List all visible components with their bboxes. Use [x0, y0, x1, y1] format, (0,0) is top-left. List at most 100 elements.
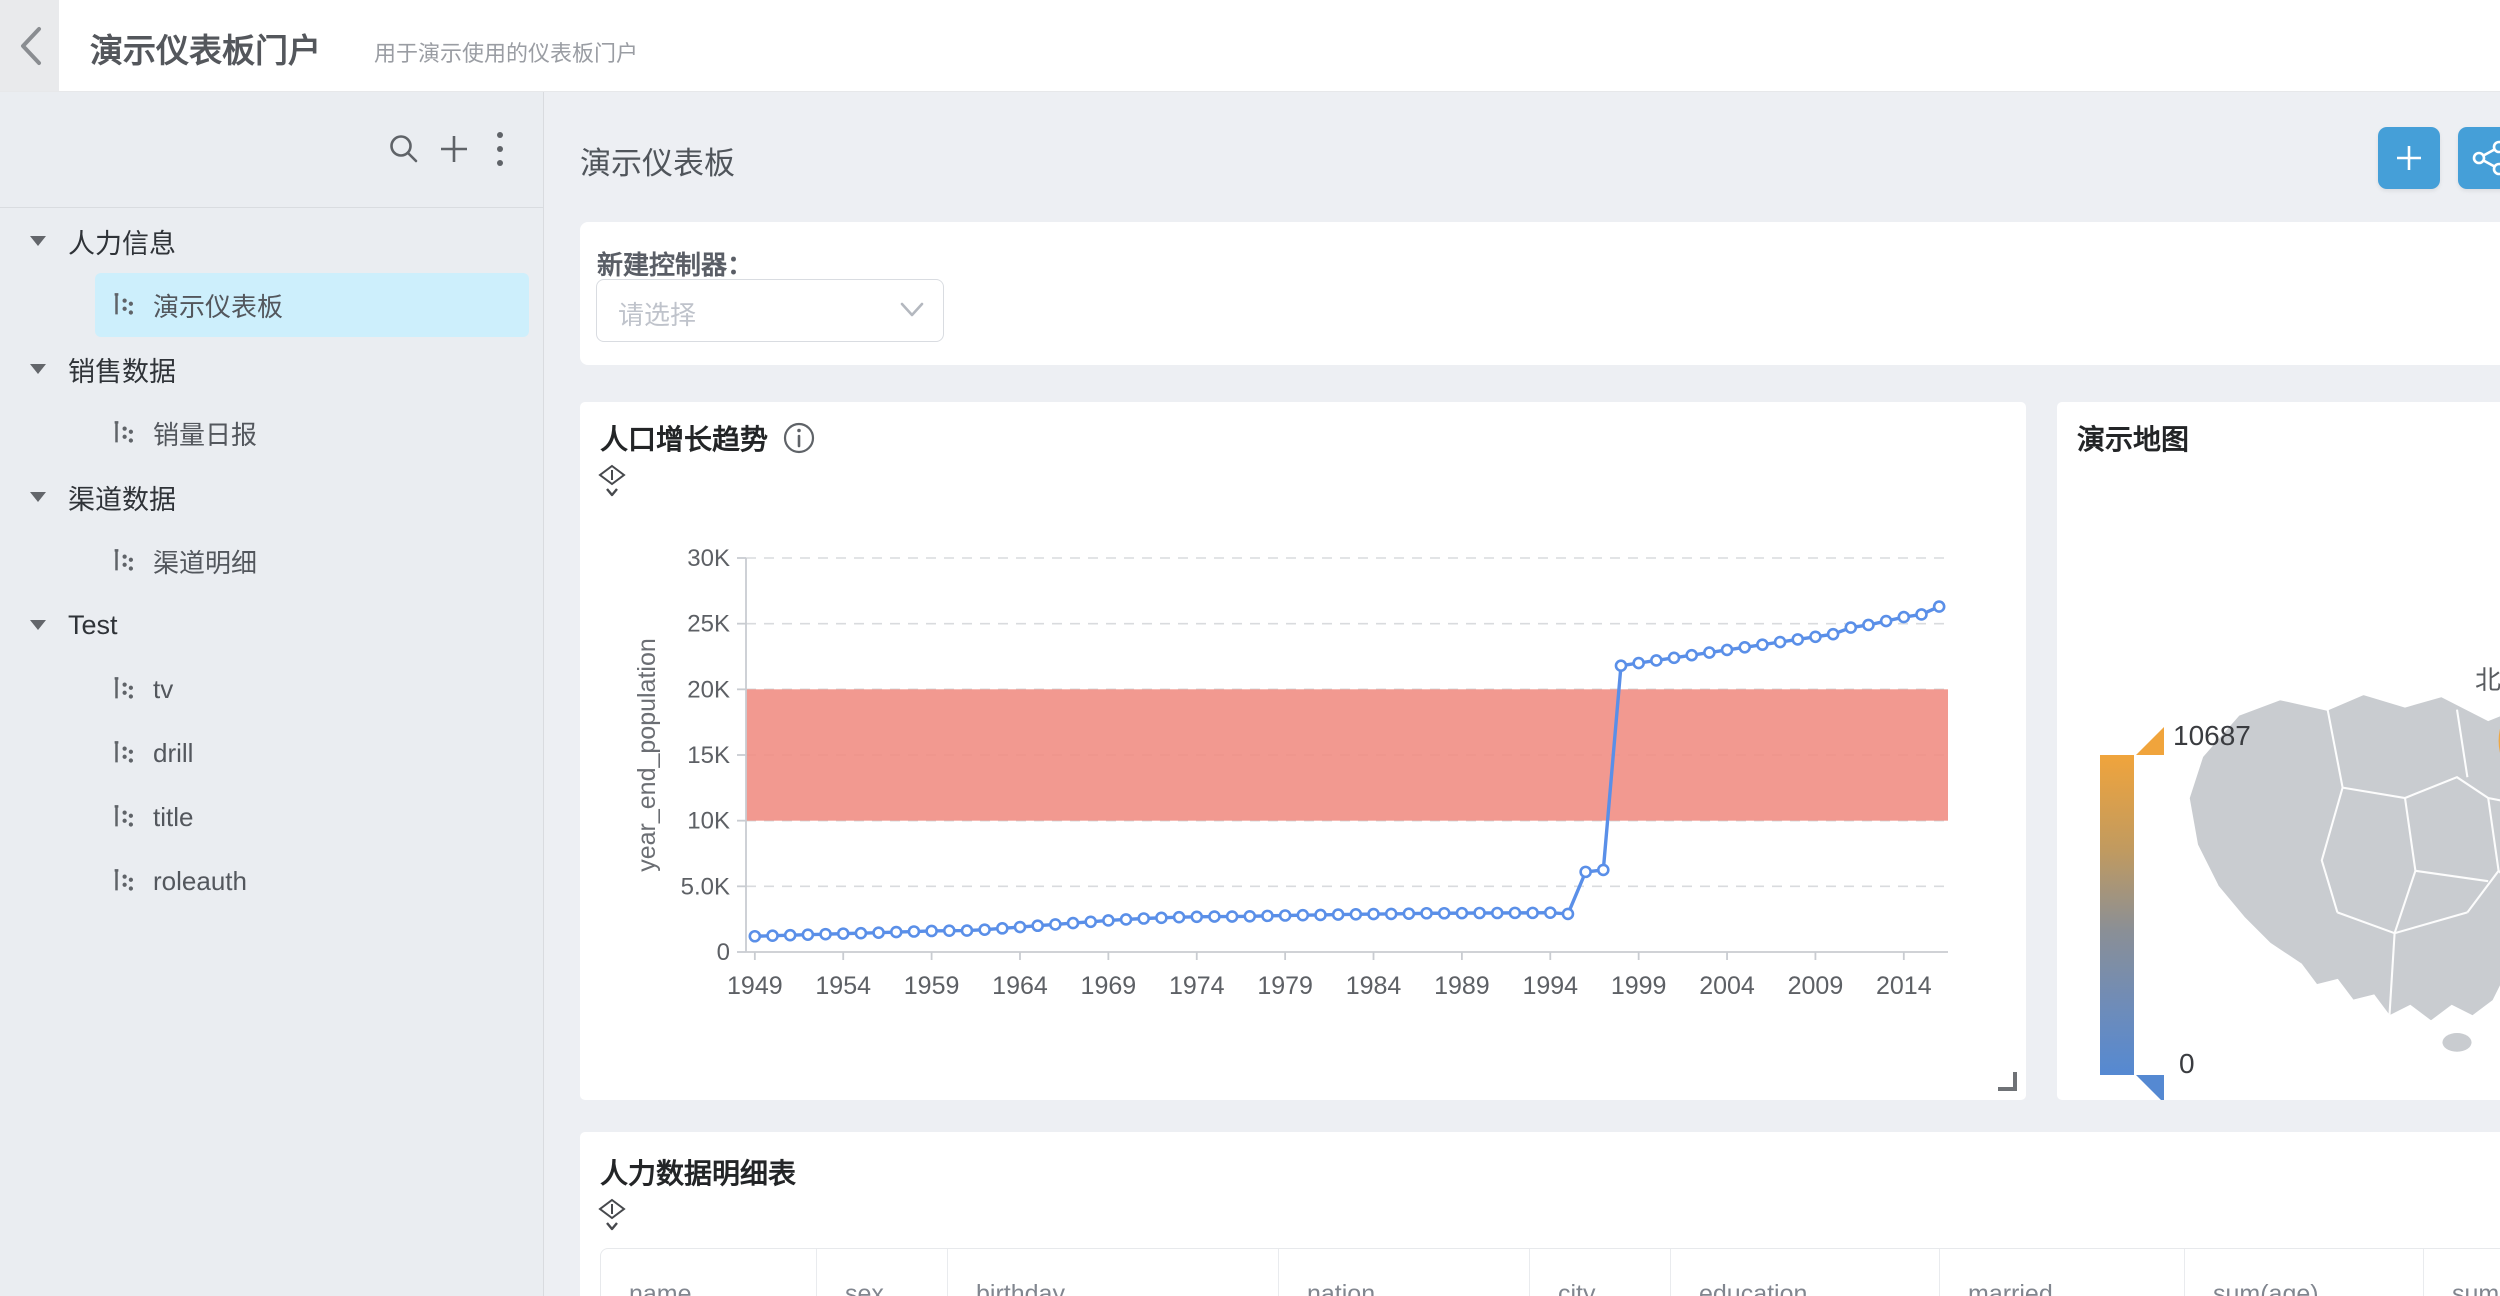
trend-chart-title: 人口增长趋势: [600, 424, 769, 455]
controller-band: 新建控制器： 请选择: [580, 222, 2500, 365]
sidebar-item-label: roleauth: [153, 865, 247, 896]
group-label: Test: [68, 609, 118, 640]
svg-text:year_end_population: year_end_population: [633, 638, 661, 872]
group-label: 销售数据: [68, 356, 176, 387]
sidebar: 人力信息演示仪表板销售数据销量日报渠道数据渠道明细 Test tv drill titl…: [0, 91, 544, 1296]
group-label: 渠道数据: [68, 484, 176, 515]
chart-icon: [114, 293, 133, 315]
sidebar-item-tv[interactable]: tv: [95, 657, 529, 721]
svg-text:2004: 2004: [1699, 972, 1755, 1000]
sidebar-item-title[interactable]: title: [95, 785, 529, 849]
china-outline: [2187, 692, 2500, 1023]
china-map[interactable]: [2145, 640, 2500, 1060]
triangle-down-icon: [30, 620, 46, 630]
sidebar-item-演示仪表板[interactable]: 演示仪表板: [95, 273, 529, 337]
svg-text:2014: 2014: [1876, 972, 1932, 1000]
map-title: 演示地图: [2077, 424, 2190, 455]
portal-subtitle: 用于演示使用的仪表板门户: [374, 41, 639, 66]
plus-icon: [2397, 146, 2421, 170]
svg-text:1954: 1954: [815, 972, 871, 1000]
add-dashboard-button[interactable]: [2378, 127, 2440, 189]
chevron-down-icon: [900, 302, 924, 317]
sidebar-item-渠道明细[interactable]: 渠道明细: [95, 529, 529, 593]
resize-grip[interactable]: [1998, 1072, 2017, 1091]
table-column-header[interactable]: education: [1671, 1249, 1940, 1296]
chart-icon: [114, 741, 133, 763]
sidebar-group-3[interactable]: Test: [0, 593, 543, 657]
sidebar-item-label: 演示仪表板: [153, 291, 284, 322]
controller-select[interactable]: 请选择: [596, 279, 944, 342]
sidebar-item-label: drill: [153, 737, 194, 768]
search-icon[interactable]: [378, 123, 430, 175]
back-button[interactable]: [0, 0, 59, 91]
sidebar-item-label: 渠道明细: [153, 547, 258, 578]
svg-text:1969: 1969: [1081, 972, 1137, 1000]
chevron-left-icon: [20, 26, 41, 65]
share-button[interactable]: [2458, 127, 2500, 189]
sidebar-item-销量日报[interactable]: 销量日报: [95, 401, 529, 465]
detail-table-title: 人力数据明细表: [600, 1158, 797, 1189]
svg-text:2009: 2009: [1788, 972, 1844, 1000]
legend-min-marker: [2136, 1075, 2164, 1100]
triangle-down-icon: [30, 492, 46, 502]
sidebar-group-2[interactable]: 渠道数据: [0, 465, 543, 529]
svg-text:1989: 1989: [1434, 972, 1490, 1000]
legend-max-value: 10687: [2173, 720, 2251, 751]
svg-text:0: 0: [717, 939, 730, 966]
svg-text:1984: 1984: [1346, 972, 1402, 1000]
population-trend-chart[interactable]: 0 5.0K 10K 15K 20K 25K 30K 1949 1954 1959 1964 1969…: [580, 402, 2026, 1100]
svg-text:1994: 1994: [1522, 972, 1578, 1000]
table-column-header[interactable]: birthday: [948, 1249, 1279, 1296]
controller-label: 新建控制器：: [597, 250, 754, 280]
trend-chart-card: 人口增长趋势 0 5.0K 10K 15K 20K 25K 30K 1949 1954 1959 1…: [580, 402, 2026, 1100]
triangle-down-icon: [30, 236, 46, 246]
chart-icon: [114, 869, 133, 891]
svg-text:1959: 1959: [904, 972, 960, 1000]
share-icon: [2472, 140, 2500, 176]
sidebar-item-drill[interactable]: drill: [95, 721, 529, 785]
svg-text:1999: 1999: [1611, 972, 1667, 1000]
sidebar-item-label: title: [153, 801, 194, 832]
svg-text:15K: 15K: [687, 742, 730, 769]
table-column-header[interactable]: sex: [817, 1249, 948, 1296]
table-column-header[interactable]: sum(age): [2185, 1249, 2424, 1296]
svg-text:20K: 20K: [687, 676, 730, 703]
table-column-header[interactable]: sum(s: [2452, 1279, 2500, 1296]
svg-text:1974: 1974: [1169, 972, 1225, 1000]
drill-icon[interactable]: [597, 1198, 627, 1232]
map-legend-gradient: [2100, 755, 2134, 1075]
table-column-header[interactable]: married: [1940, 1249, 2185, 1296]
table-column-header[interactable]: nation: [1279, 1249, 1530, 1296]
svg-text:1964: 1964: [992, 972, 1048, 1000]
group-label: 人力信息: [68, 228, 176, 259]
kebab-menu-icon[interactable]: [474, 123, 526, 175]
select-placeholder: 请选择: [618, 300, 697, 330]
page-title: 演示仪表板: [580, 146, 735, 181]
sidebar-item-label: tv: [153, 673, 174, 704]
drill-icon[interactable]: [597, 464, 627, 498]
svg-text:1979: 1979: [1257, 972, 1313, 1000]
table-column-header[interactable]: name: [601, 1249, 817, 1296]
sidebar-group-0[interactable]: 人力信息: [0, 209, 543, 273]
svg-text:5.0K: 5.0K: [681, 873, 730, 900]
legend-min-value: 0: [2179, 1048, 2195, 1079]
sidebar-item-roleauth[interactable]: roleauth: [95, 849, 529, 913]
chart-icon: [114, 677, 133, 699]
svg-text:1949: 1949: [727, 972, 783, 1000]
svg-text:30K: 30K: [687, 545, 730, 572]
add-icon[interactable]: [428, 123, 480, 175]
triangle-down-icon: [30, 364, 46, 374]
sidebar-item-label: 销量日报: [153, 419, 258, 450]
info-icon[interactable]: [782, 421, 816, 455]
sidebar-toolbar: [0, 91, 543, 208]
top-header: 演示仪表板门户 用于演示使用的仪表板门户: [0, 0, 2500, 92]
map-card: 演示地图 北 10687 0: [2057, 402, 2500, 1100]
chart-icon: [114, 805, 133, 827]
sidebar-group-1[interactable]: 销售数据: [0, 337, 543, 401]
chart-icon: [114, 549, 133, 571]
chart-icon: [114, 421, 133, 443]
svg-text:25K: 25K: [687, 611, 730, 638]
dashboard-tree: 人力信息演示仪表板销售数据销量日报渠道数据渠道明细 Test tv drill titl…: [0, 209, 543, 913]
table-column-header[interactable]: city: [1530, 1249, 1671, 1296]
